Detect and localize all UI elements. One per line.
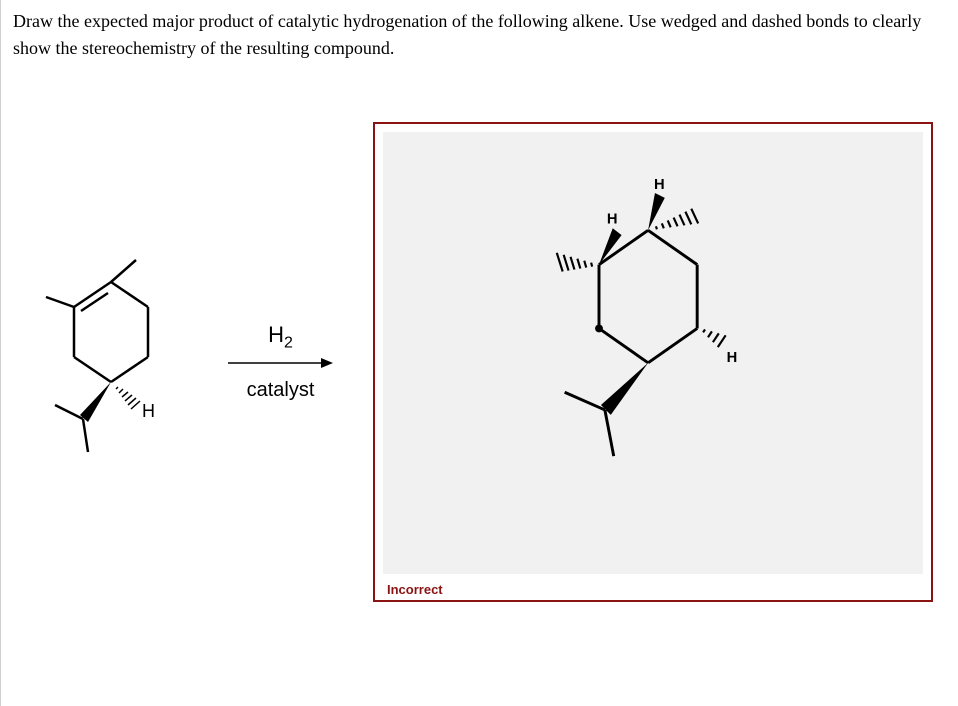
reaction-arrow-icon	[228, 357, 333, 369]
reagent-label: H2	[268, 322, 293, 352]
product-h-left: H	[607, 211, 618, 227]
answer-box-wrapper: H H	[373, 122, 946, 602]
content-row: H H2 catalyst	[13, 122, 946, 602]
question-container: Draw the expected major product of catal…	[0, 0, 958, 706]
feedback-status: Incorrect	[383, 582, 447, 597]
reactant-molecule: H	[33, 252, 203, 472]
reactant-h-label: H	[142, 401, 155, 421]
product-h-right: H	[727, 350, 738, 366]
reactant-section: H H2 catalyst	[33, 252, 333, 472]
answer-box[interactable]: H H	[373, 122, 933, 602]
catalyst-label: catalyst	[247, 379, 315, 402]
question-text: Draw the expected major product of catal…	[13, 8, 946, 62]
product-molecule: H H	[383, 132, 923, 574]
reaction-conditions: H2 catalyst	[228, 322, 333, 401]
product-h-top: H	[654, 177, 665, 193]
drawing-canvas[interactable]: H H	[383, 132, 923, 574]
